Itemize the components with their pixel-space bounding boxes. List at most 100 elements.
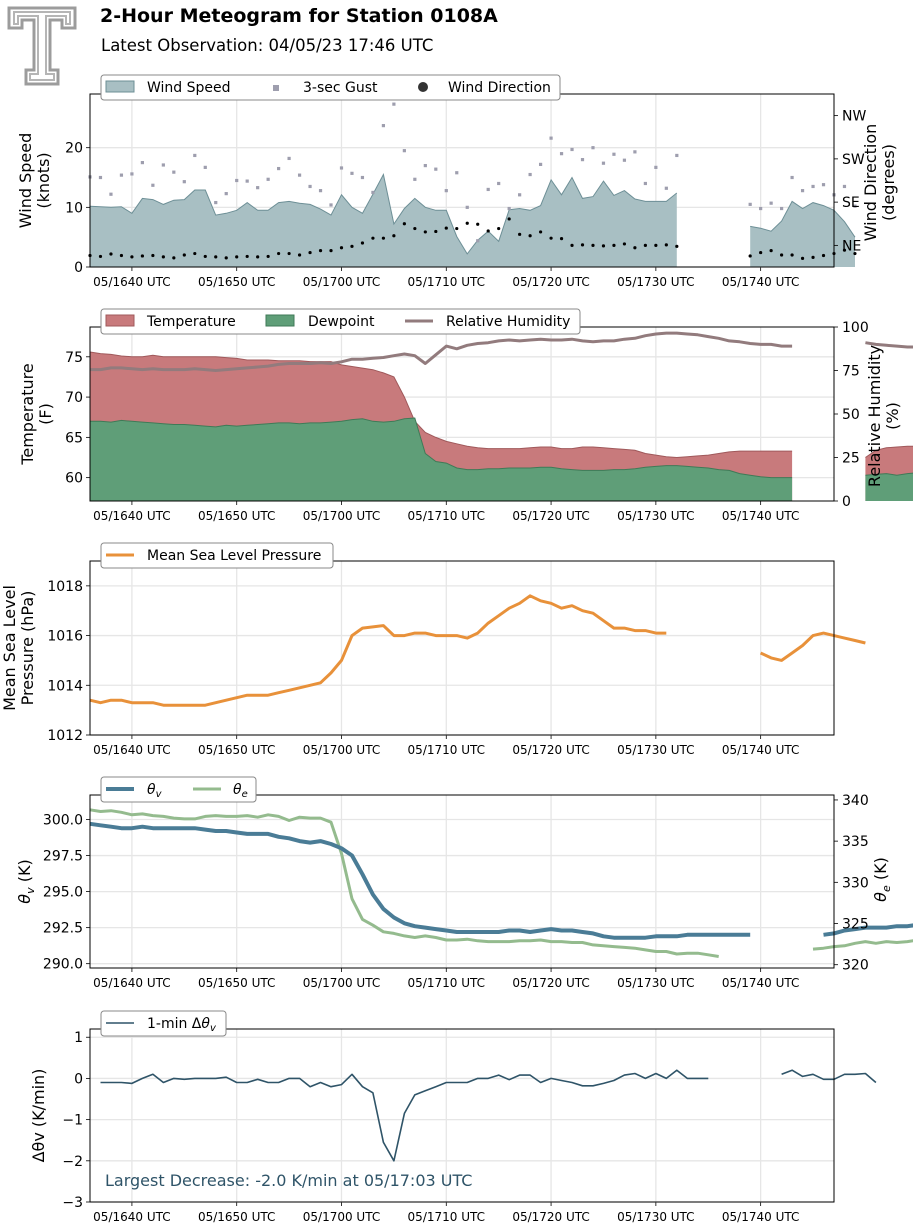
wind-panel: 05/1640 UTC 05/1650 UTC 05/1700 UTC 05/1710… (16, 74, 898, 289)
legend-subscript: v (210, 1023, 217, 1034)
pressure-x-tick-label: 05/1650 UTC (198, 743, 275, 757)
theta-y2-tick-label: 325 (842, 917, 869, 933)
delta-legend-label: 1-min Δθv (147, 1016, 217, 1034)
gust-point (434, 167, 438, 171)
theta-y2-tick-label: 330 (842, 875, 869, 891)
wind-x-tick-label: 05/1710 UTC (408, 275, 485, 289)
legend-subscript: e (242, 789, 248, 800)
pressure-x-tick-label: 05/1640 UTC (93, 743, 170, 757)
relative-humidity-line (90, 331, 793, 372)
temperature-legend-label: Dewpoint (308, 314, 375, 330)
wind-y-tick-label: 10 (65, 200, 83, 216)
gust-point (664, 186, 668, 190)
gust-point (392, 102, 396, 106)
theta-x-tick-label: 05/1720 UTC (512, 976, 589, 990)
theta-legend-label: θe (233, 782, 248, 800)
wind-x-tick-label: 05/1720 UTC (512, 275, 589, 289)
wind-direction-point (245, 254, 249, 259)
gust-point (570, 147, 574, 152)
temperature-legend-label: Relative Humidity (446, 314, 570, 330)
gust-point (518, 193, 522, 197)
wind-direction-point (780, 253, 784, 257)
legend-swatch-temperature (105, 314, 135, 327)
legend-swatch-gust (273, 85, 279, 91)
delta-x-tick-label: 05/1710 UTC (408, 1210, 485, 1224)
temperature-y2-tick-label: 0 (842, 494, 851, 510)
wind-direction-point (402, 222, 406, 226)
wind-direction-point (643, 243, 647, 247)
delta-y-tick-label: −3 (62, 1195, 83, 1211)
gust-point (549, 136, 553, 140)
logo-double-t-shape (7, 6, 77, 86)
temperature-y2-tick-label: 100 (842, 320, 869, 336)
wind-direction-point (318, 249, 323, 253)
wind-direction-point (486, 229, 490, 233)
dewpoint-area (90, 418, 793, 501)
wind-direction-point (528, 234, 532, 238)
pressure-left-axis-label: Mean Sea LevelPressure (hPa) (0, 585, 37, 711)
legend-symbol: θ (233, 782, 242, 798)
legend-subscript: v (156, 789, 163, 800)
gust-point (350, 171, 354, 175)
wind-direction-point (360, 241, 365, 245)
wind-direction-point (465, 221, 469, 225)
gust-point (119, 173, 124, 177)
legend-swatch-direction (418, 82, 428, 92)
theta-x-tick-label: 05/1730 UTC (617, 976, 694, 990)
gust-point (559, 152, 564, 156)
gust-point (853, 204, 857, 208)
gust-point (476, 239, 480, 243)
pressure-y-tick-label: 1012 (47, 728, 83, 744)
label-subscript: e (880, 885, 893, 892)
wind-direction-point (224, 256, 228, 260)
dewpoint-line (90, 417, 793, 479)
theta-v-line (89, 821, 751, 940)
gust-point (193, 153, 197, 158)
temperature-x-tick-label: 05/1730 UTC (617, 509, 694, 523)
theta-y-tick-label: 295.0 (43, 885, 83, 901)
gust-point (486, 187, 490, 192)
dewpoint-area (865, 473, 913, 501)
gust-point (161, 163, 165, 167)
wind-direction-point (381, 236, 386, 240)
delta-axis-label-line: Δθv (K/min) (29, 1069, 48, 1163)
gust-point (214, 200, 218, 205)
gust-point (297, 173, 302, 177)
wind-direction-point (297, 253, 302, 257)
gust-point (821, 183, 826, 187)
wind-direction-point (518, 232, 522, 236)
wind-direction-point (455, 226, 459, 231)
delta-theta-line (100, 1069, 709, 1162)
wind-direction-point (130, 255, 134, 259)
delta-y-tick-label: 0 (74, 1071, 83, 1087)
temperature-axis-label-line: (F) (36, 403, 55, 425)
pressure-x-tick-label: 05/1720 UTC (512, 743, 589, 757)
wind-speed-area (750, 201, 855, 267)
wind-direction-point (287, 251, 291, 256)
gust-point (507, 206, 511, 211)
pressure-line (759, 631, 866, 662)
delta-left-axis-label: Δθv (K/min) (29, 1069, 48, 1163)
temperature-legend (100, 308, 581, 335)
wind-direction-point (800, 256, 805, 260)
wind-direction-point (193, 251, 197, 256)
wind-direction-point (622, 242, 627, 246)
dewpoint-line (865, 472, 913, 476)
gust-point (842, 184, 847, 189)
theta-y-tick-label: 297.5 (43, 849, 83, 865)
wind-direction-point (277, 251, 281, 256)
pressure-axis-label-line: Mean Sea Level (0, 585, 19, 711)
wind-direction-point (161, 255, 165, 259)
wind-direction-point (538, 230, 543, 234)
pressure-panel: 05/1640 UTC 05/1650 UTC 05/1700 UTC 05/1710… (0, 542, 866, 757)
wind-direction-point (476, 222, 480, 226)
gust-point (759, 206, 763, 211)
gust-point (360, 175, 365, 180)
pressure-y-tick-label: 1014 (47, 678, 83, 694)
temperature-axis-label-line: Temperature (18, 363, 37, 465)
wind-right-axis-label: Wind Direction(degrees) (861, 124, 898, 242)
temperature-y-tick-label: 60 (65, 471, 83, 487)
wind-y-tick-label: 20 (65, 141, 83, 157)
wind-direction-point (853, 251, 857, 256)
gust-point (601, 161, 606, 165)
